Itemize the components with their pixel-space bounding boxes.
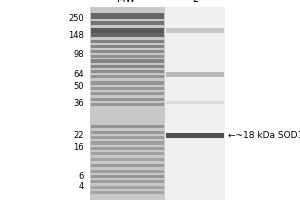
Text: 6: 6 [79,172,84,181]
Bar [91,136,164,139]
Bar [91,65,164,68]
Bar [91,21,164,25]
Bar [91,180,164,183]
Bar [91,103,164,106]
Text: 250: 250 [68,14,84,23]
Bar [91,158,164,161]
Text: 148: 148 [68,31,84,40]
Text: ←~18 kDa SOD1: ←~18 kDa SOD1 [228,131,300,140]
Text: 22: 22 [74,131,84,140]
Bar [91,152,164,155]
Bar [91,92,164,95]
Bar [91,147,164,150]
Text: 50: 50 [74,82,84,91]
Text: 36: 36 [73,99,84,108]
Bar [91,28,164,33]
Text: 2: 2 [192,0,198,4]
Bar [91,170,164,173]
Bar [91,70,164,73]
Bar [91,87,164,90]
Bar [165,7,225,200]
Bar [91,141,164,145]
Text: 98: 98 [74,50,84,59]
Text: 4: 4 [79,182,84,191]
Bar [91,131,164,134]
Bar [91,175,164,178]
Bar [91,191,164,194]
Bar [91,45,164,48]
Bar [91,33,164,37]
Bar [91,50,164,53]
Bar [166,101,224,104]
Bar [90,7,165,200]
Bar [91,125,164,128]
Bar [91,75,164,78]
Bar [166,28,224,33]
Bar [91,55,164,58]
Text: 16: 16 [74,143,84,152]
Bar [91,81,164,85]
Bar [91,59,164,63]
Bar [166,72,224,77]
Bar [91,40,164,43]
Bar [91,98,164,101]
Bar [91,13,164,19]
Bar [166,133,224,138]
Text: 64: 64 [74,70,84,79]
Bar [91,186,164,189]
Bar [91,164,164,167]
Text: MW: MW [117,0,135,4]
